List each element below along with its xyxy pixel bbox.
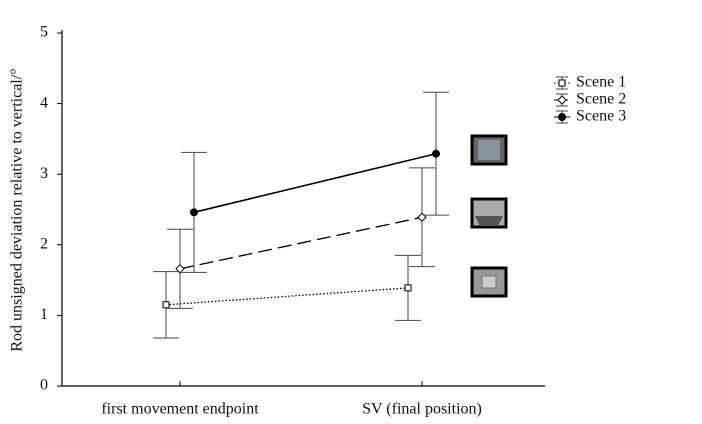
y-tick-label: 2 bbox=[40, 235, 48, 252]
thumbnail-detail bbox=[481, 275, 497, 289]
marker bbox=[558, 113, 566, 121]
marker bbox=[557, 95, 567, 105]
series-line bbox=[193, 152, 437, 214]
marker bbox=[417, 212, 427, 222]
thumbnail-detail bbox=[475, 216, 503, 226]
series-line bbox=[179, 216, 423, 270]
marker bbox=[162, 301, 170, 309]
legend-label: Scene 2 bbox=[576, 91, 626, 108]
x-tick-label: SV (final position) bbox=[362, 401, 482, 418]
y-tick-label: 3 bbox=[40, 165, 48, 182]
legend-label: Scene 1 bbox=[576, 74, 626, 91]
marker bbox=[558, 79, 566, 87]
scene-thumbnails bbox=[470, 134, 508, 298]
legend-label: Scene 3 bbox=[576, 108, 626, 125]
x-tick-label: first movement endpoint bbox=[101, 401, 259, 418]
marker bbox=[432, 149, 440, 158]
series-line bbox=[165, 287, 409, 306]
marker bbox=[404, 284, 412, 292]
y-axis-label: Rod unsigned deviation relative to verti… bbox=[9, 68, 26, 351]
y-tick-label: 0 bbox=[40, 377, 48, 394]
marker bbox=[175, 264, 185, 274]
thumbnail-detail bbox=[478, 140, 500, 160]
y-tick-label: 4 bbox=[40, 94, 48, 111]
y-tick-label: 5 bbox=[40, 24, 48, 41]
marker bbox=[190, 208, 198, 217]
y-tick-label: 1 bbox=[40, 306, 48, 323]
